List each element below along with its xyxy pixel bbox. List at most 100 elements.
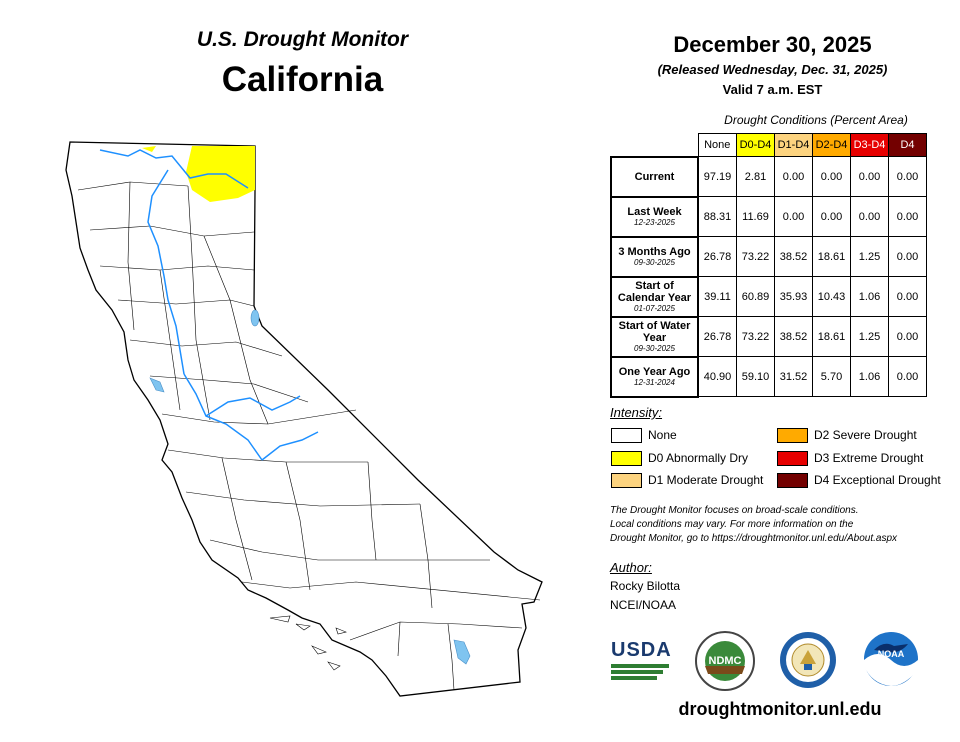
table-cell: 39.11 xyxy=(697,276,737,317)
legend-swatch xyxy=(611,473,642,489)
table-cell: 97.19 xyxy=(697,156,737,197)
ndmc-logo-text: NDMC xyxy=(709,655,742,667)
col-header-d4: D4 xyxy=(888,133,927,157)
map-header-title: U.S. Drought Monitor xyxy=(196,28,409,51)
table-cell: 1.06 xyxy=(850,356,889,397)
table-cell: 0.00 xyxy=(888,156,927,197)
row-label: One Year Ago 12-31-2024 xyxy=(610,355,699,398)
table-cell: 1.25 xyxy=(850,316,889,357)
legend-label: D3 Extreme Drought xyxy=(814,451,924,465)
table-cell: 0.00 xyxy=(774,156,813,197)
table-cell: 73.22 xyxy=(736,236,775,277)
author-name: Rocky Bilotta xyxy=(610,579,681,593)
table-cell: 0.00 xyxy=(888,236,927,277)
noaa-logo-text: NOAA xyxy=(878,649,905,659)
table-cell: 38.52 xyxy=(774,316,813,357)
note-line: The Drought Monitor focuses on broad-sca… xyxy=(610,505,859,516)
row-label: Start of Water Year 09-30-2025 xyxy=(610,315,699,358)
note-line: Local conditions may vary. For more info… xyxy=(610,519,854,530)
row-label: Current xyxy=(610,155,699,198)
table-cell: 0.00 xyxy=(888,316,927,357)
table-cell: 0.00 xyxy=(850,156,889,197)
table-cell: 1.25 xyxy=(850,236,889,277)
row-date: 09-30-2025 xyxy=(634,257,675,267)
state-outline xyxy=(65,141,543,697)
row-label-text: One Year Ago xyxy=(618,365,691,378)
map-state-title: California xyxy=(221,60,384,99)
row-date: 01-07-2025 xyxy=(634,303,675,313)
ndmc-logo: NDMC xyxy=(695,631,755,691)
noaa-logo: NOAA xyxy=(864,632,918,686)
usda-logo: USDA xyxy=(611,638,672,682)
table-cell: 73.22 xyxy=(736,316,775,357)
d0-small-area xyxy=(142,146,156,152)
table-cell: 60.89 xyxy=(736,276,775,317)
county-lines xyxy=(77,181,541,691)
legend-label: None xyxy=(648,428,677,442)
table-row: Start of Calendar Year 01-07-2025 39.11 60.… xyxy=(610,275,927,318)
legend-item: None xyxy=(611,428,677,444)
map-date: December 30, 2025 xyxy=(673,32,872,57)
table-cell: 0.00 xyxy=(888,196,927,237)
table-cell: 0.00 xyxy=(888,356,927,397)
table-header-row: None D0-D4 D1-D4 D2-D4 D3-D4 D4 xyxy=(611,133,927,157)
col-header-d1: D1-D4 xyxy=(774,133,813,157)
salton-sea xyxy=(453,639,471,665)
row-label-text: Start of Calendar Year xyxy=(617,279,692,304)
table-corner xyxy=(611,134,698,157)
table-row: Last Week 12-23-2025 88.31 11.69 0.00 0.00 0.0… xyxy=(610,195,927,238)
table-cell: 35.93 xyxy=(774,276,813,317)
table-cell: 10.43 xyxy=(812,276,851,317)
table-cell: 0.00 xyxy=(812,196,851,237)
row-label-text: Current xyxy=(634,170,675,183)
table-cell: 59.10 xyxy=(736,356,775,397)
note-line: Drought Monitor, go to https://droughtmo… xyxy=(610,533,898,544)
california-map xyxy=(65,141,543,697)
usda-logo-text: USDA xyxy=(611,639,672,661)
release-date: (Released Wednesday, Dec. 31, 2025) xyxy=(657,62,888,77)
legend-swatch xyxy=(777,451,808,467)
row-label: Last Week 12-23-2025 xyxy=(610,195,699,238)
col-header-d2: D2-D4 xyxy=(812,133,851,157)
legend-label: D0 Abnormally Dry xyxy=(648,451,749,465)
author-org: NCEI/NOAA xyxy=(610,598,677,612)
table-row: One Year Ago 12-31-2024 40.90 59.10 31.52 5.7… xyxy=(610,355,927,398)
row-date: 12-31-2024 xyxy=(634,377,675,387)
table-cell: 0.00 xyxy=(850,196,889,237)
legend-swatch xyxy=(611,428,642,444)
legend-item: D4 Exceptional Drought xyxy=(777,473,941,489)
rivers xyxy=(99,149,319,461)
col-header-none: None xyxy=(697,133,737,157)
legend-label: D4 Exceptional Drought xyxy=(814,473,941,487)
row-date: 09-30-2025 xyxy=(634,343,675,353)
row-date: 12-23-2025 xyxy=(634,217,675,227)
legend-item: D3 Extreme Drought xyxy=(777,451,923,467)
table-cell: 18.61 xyxy=(812,316,851,357)
col-header-d3: D3-D4 xyxy=(850,133,889,157)
legend-item: D0 Abnormally Dry xyxy=(611,451,748,467)
drought-monitor-note: The Drought Monitor focuses on broad-sca… xyxy=(610,504,950,546)
table-row: 3 Months Ago 09-30-2025 26.78 73.22 38.52 18.… xyxy=(610,235,927,278)
table-cell: 0.00 xyxy=(774,196,813,237)
table-cell: 26.78 xyxy=(697,236,737,277)
col-header-d0: D0-D4 xyxy=(736,133,775,157)
table-cell: 1.06 xyxy=(850,276,889,317)
table-cell: 38.52 xyxy=(774,236,813,277)
legend-item: D2 Severe Drought xyxy=(777,428,917,444)
footer-url[interactable]: droughtmonitor.unl.edu xyxy=(678,699,882,719)
table-cell: 31.52 xyxy=(774,356,813,397)
legend-item: D1 Moderate Drought xyxy=(611,473,763,489)
legend-label: D2 Severe Drought xyxy=(814,428,917,442)
table-cell: 2.81 xyxy=(736,156,775,197)
valid-time: Valid 7 a.m. EST xyxy=(722,82,823,97)
legend-swatch xyxy=(611,451,642,467)
row-label-text: 3 Months Ago xyxy=(618,245,691,258)
lake-tahoe xyxy=(250,309,260,327)
row-label-text: Last Week xyxy=(627,205,682,218)
table-cell: 0.00 xyxy=(812,156,851,197)
sf-bay xyxy=(149,377,165,393)
table-cell: 88.31 xyxy=(697,196,737,237)
legend-swatch xyxy=(777,473,808,489)
channel-islands xyxy=(269,615,347,671)
legend-swatch xyxy=(777,428,808,444)
